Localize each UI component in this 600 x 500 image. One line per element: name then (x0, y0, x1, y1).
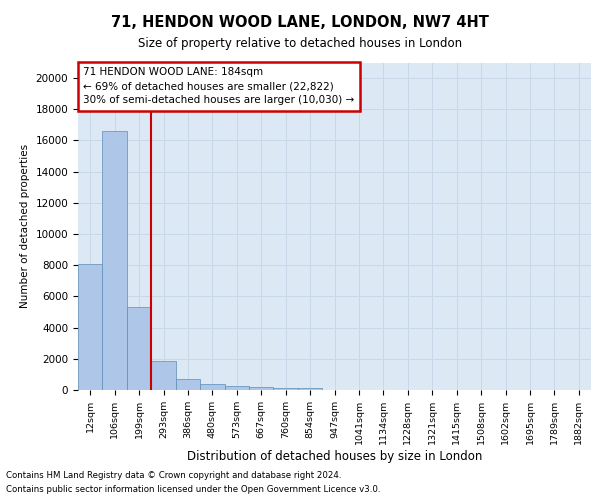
Text: 71 HENDON WOOD LANE: 184sqm
← 69% of detached houses are smaller (22,822)
30% of: 71 HENDON WOOD LANE: 184sqm ← 69% of det… (83, 68, 355, 106)
Text: Contains HM Land Registry data © Crown copyright and database right 2024.: Contains HM Land Registry data © Crown c… (6, 470, 341, 480)
Bar (224, 386, 249, 390)
Text: Size of property relative to detached houses in London: Size of property relative to detached ho… (138, 38, 462, 51)
Bar (151, 361, 176, 390)
X-axis label: Distribution of detached houses by size in London: Distribution of detached houses by size … (187, 450, 482, 462)
Bar (298, 388, 322, 390)
Bar (200, 384, 224, 390)
Y-axis label: Number of detached properties: Number of detached properties (20, 144, 30, 308)
Bar (249, 387, 274, 390)
Bar (176, 379, 200, 390)
Bar (127, 308, 151, 390)
Bar (103, 131, 127, 390)
Bar (78, 264, 103, 390)
Text: 71, HENDON WOOD LANE, LONDON, NW7 4HT: 71, HENDON WOOD LANE, LONDON, NW7 4HT (111, 15, 489, 30)
Bar (274, 388, 298, 390)
Text: Contains public sector information licensed under the Open Government Licence v3: Contains public sector information licen… (6, 486, 380, 494)
